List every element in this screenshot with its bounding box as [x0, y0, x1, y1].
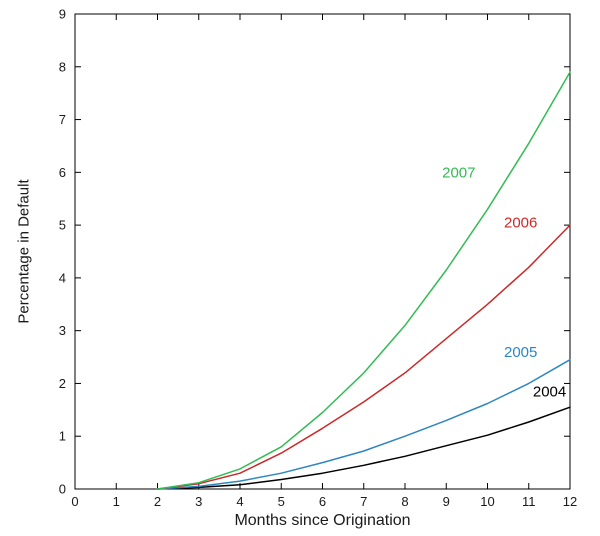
x-tick-label: 5: [278, 494, 285, 509]
series-label-2004: 2004: [533, 383, 566, 400]
x-tick-label: 8: [401, 494, 408, 509]
y-tick-label: 2: [59, 376, 66, 391]
x-tick-label: 12: [563, 494, 577, 509]
x-tick-label: 11: [522, 494, 536, 509]
x-tick-label: 1: [113, 494, 120, 509]
series-line-2007: [156, 71, 571, 490]
y-tick-label: 9: [59, 7, 66, 22]
series-line-2005: [156, 358, 571, 490]
x-tick-label: 7: [360, 494, 367, 509]
series-label-2007: 2007: [442, 164, 475, 181]
series-label-2006: 2006: [504, 214, 537, 231]
y-tick-label: 6: [59, 165, 66, 180]
y-tick-label: 1: [59, 429, 66, 444]
x-tick-label: 4: [236, 494, 243, 509]
x-tick-label: 10: [480, 494, 494, 509]
y-tick-label: 4: [59, 270, 66, 285]
series-label-2005: 2005: [504, 344, 537, 361]
x-tick-label: 0: [71, 494, 78, 509]
x-axis-title: Months since Origination: [234, 512, 411, 529]
y-tick-label: 8: [59, 59, 66, 74]
y-tick-label: 0: [59, 482, 66, 497]
plot-frame: [74, 13, 571, 490]
y-tick-label: 3: [59, 323, 66, 338]
x-tick-label: 3: [195, 494, 202, 509]
y-axis-title: Percentage in Default: [15, 179, 33, 324]
series-line-2004: [156, 406, 571, 490]
series-line-2006: [156, 224, 571, 490]
x-tick-label: 6: [319, 494, 326, 509]
y-tick-label: 7: [59, 112, 66, 127]
x-tick-label: 2: [154, 494, 161, 509]
y-tick-label: 5: [59, 218, 66, 233]
x-tick-label: 9: [443, 494, 450, 509]
